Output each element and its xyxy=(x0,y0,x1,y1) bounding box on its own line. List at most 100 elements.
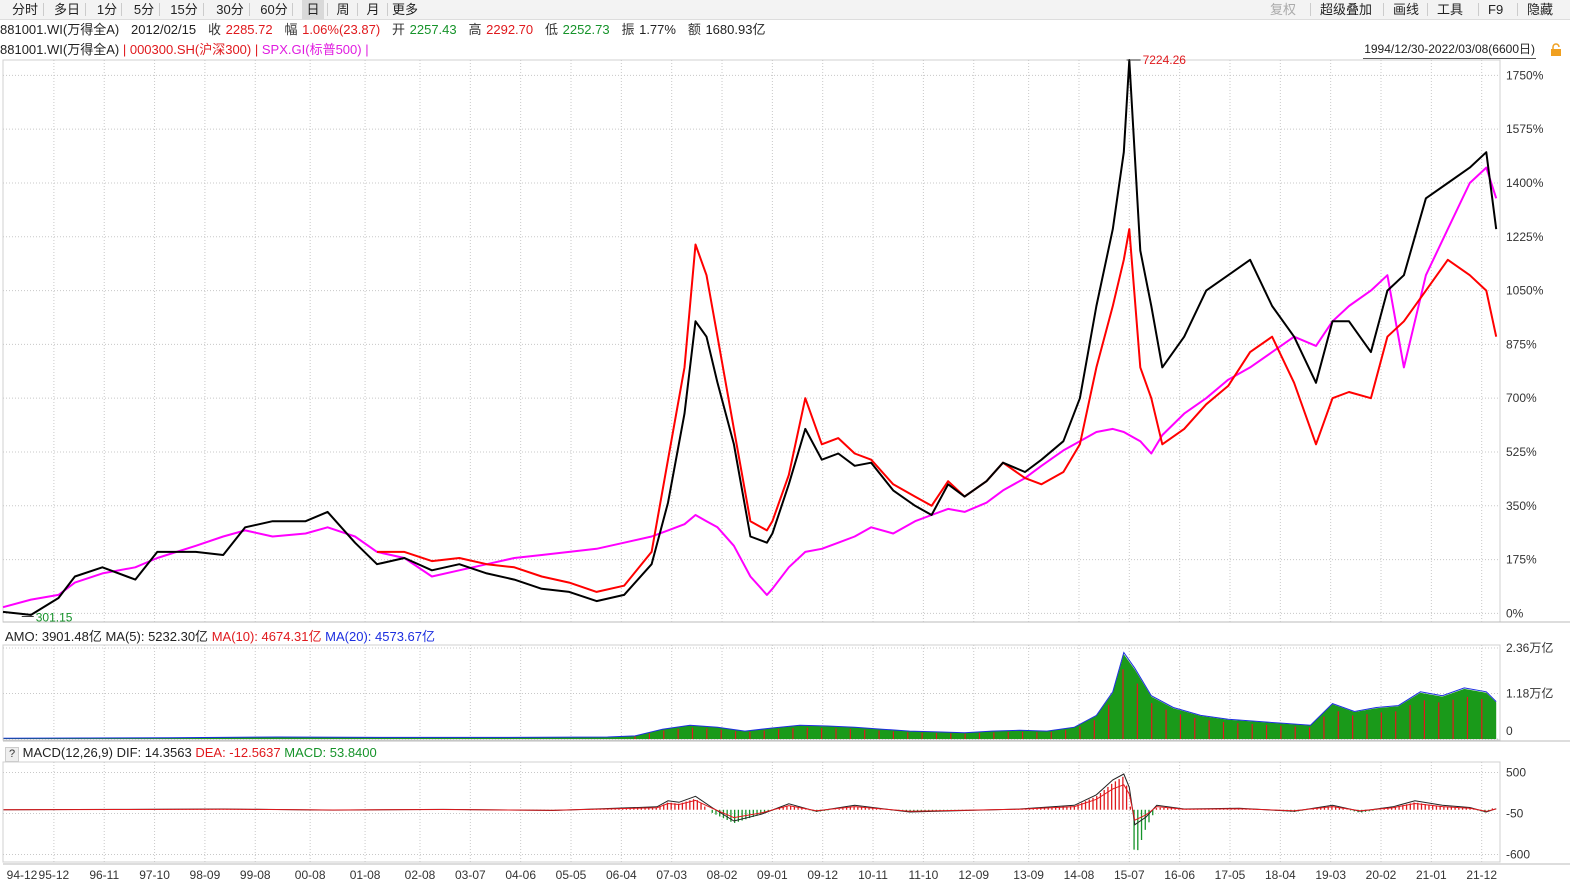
x-tick-label: 96-11 xyxy=(89,868,119,882)
x-tick-label: 21-12 xyxy=(1466,868,1497,882)
toolbar-divider xyxy=(292,3,293,16)
amo-value: AMO: 3901.48亿 xyxy=(5,629,102,644)
x-tick-label: 02-08 xyxy=(405,868,436,882)
x-tick-label: 09-01 xyxy=(757,868,788,882)
tool-button-0[interactable]: 复权 xyxy=(1270,2,1297,17)
period-tab-9[interactable]: 月 xyxy=(366,2,380,17)
macd-dif: DIF: 14.3563 xyxy=(116,745,192,760)
series-legend: 881001.WI(万得全A) | 000300.SH(沪深300) | SPX… xyxy=(0,41,1570,59)
period-tab-8[interactable]: 周 xyxy=(336,2,350,17)
toolbar-divider xyxy=(327,3,328,16)
x-tick-label: 16-06 xyxy=(1164,868,1195,882)
period-tab-5[interactable]: 30分 xyxy=(216,2,244,17)
legend-spx[interactable]: SPX.GI(标普500) xyxy=(261,42,362,57)
info-close: 2285.72 xyxy=(225,22,273,37)
quote-info-bar: 881001.WI(万得全A) 2012/02/15 收 2285.72 幅 1… xyxy=(0,20,1570,39)
x-tick-label: 11-10 xyxy=(908,868,938,882)
x-tick-label: 12-09 xyxy=(958,868,989,882)
info-date: 2012/02/15 xyxy=(131,22,197,37)
x-tick-label: 98-09 xyxy=(190,868,221,882)
x-tick-label: 94-12 xyxy=(7,868,38,882)
tool-button-3[interactable]: 工具 xyxy=(1437,2,1464,17)
period-toolbar: 分时 多日 1分 5分 15分 30分 60分日周 月更多 复权 超级叠加 画线 工具 F9 隐藏 xyxy=(0,0,1570,20)
toolbar-divider xyxy=(387,3,388,16)
toolbar-divider xyxy=(1383,3,1384,16)
x-tick-label: 08-02 xyxy=(707,868,738,882)
x-tick-label: 99-08 xyxy=(240,868,271,882)
tool-button-2[interactable]: 画线 xyxy=(1393,2,1420,17)
macd-tick-label: -600 xyxy=(1506,848,1530,862)
period-tab-7[interactable]: 日 xyxy=(302,0,324,19)
y-tick-label: 1050% xyxy=(1506,284,1544,298)
x-tick-label: 20-02 xyxy=(1366,868,1397,882)
amo-tick-label: 2.36万亿 xyxy=(1506,640,1553,655)
period-tab-4[interactable]: 15分 xyxy=(170,2,198,17)
info-name: 881001.WI(万得全A) xyxy=(0,22,120,37)
csi300-line xyxy=(377,228,1498,593)
toolbar-divider xyxy=(1478,3,1479,16)
info-low-label: 低 xyxy=(544,22,558,37)
macd-dea-line xyxy=(3,784,1497,821)
x-tick-label: 10-11 xyxy=(858,868,888,882)
amo-tick-label: 0 xyxy=(1506,724,1513,738)
amo-legend: AMO: 3901.48亿 MA(5): 5232.30亿 MA(10): 46… xyxy=(5,626,435,645)
x-tick-label: 95-12 xyxy=(39,868,70,882)
lock-icon[interactable] xyxy=(1550,43,1562,56)
period-tab-0[interactable]: 分时 xyxy=(11,2,38,17)
info-open: 2257.43 xyxy=(409,22,457,37)
period-tab-6[interactable]: 60分 xyxy=(260,2,288,17)
toolbar-divider xyxy=(1427,3,1428,16)
y-tick-label: 700% xyxy=(1506,391,1537,405)
macd-legend: ? MACD(12,26,9) DIF: 14.3563 DEA: -12.56… xyxy=(5,745,377,762)
legend-csi300[interactable]: 000300.SH(沪深300) xyxy=(129,42,252,57)
info-open-label: 开 xyxy=(392,22,406,37)
x-tick-label: 97-10 xyxy=(139,868,170,882)
macd-dea: DEA: -12.5637 xyxy=(195,745,281,760)
amo-ma5: MA(5): 5232.30亿 xyxy=(105,629,209,644)
tool-button-4[interactable]: F9 xyxy=(1488,2,1504,17)
legend-sep-3: | xyxy=(365,42,369,57)
trough-annotation: 301.15 xyxy=(36,610,73,624)
period-tab-2[interactable]: 1分 xyxy=(96,2,118,17)
macd-tick-label: -50 xyxy=(1506,807,1524,821)
tool-button-1[interactable]: 超级叠加 xyxy=(1320,2,1373,17)
macd-tick-label: 500 xyxy=(1506,765,1526,779)
legend-wind-a[interactable]: 881001.WI(万得全A) xyxy=(0,42,120,57)
x-tick-label: 04-06 xyxy=(505,868,536,882)
date-range-selector[interactable]: 1994/12/30-2022/03/08(6600日) xyxy=(1363,41,1536,59)
x-tick-label: 09-12 xyxy=(807,868,838,882)
tool-button-5[interactable]: 隐藏 xyxy=(1527,2,1554,17)
x-tick-label: 15-07 xyxy=(1114,868,1145,882)
toolbar-divider xyxy=(357,3,358,16)
y-tick-label: 1225% xyxy=(1506,230,1544,244)
amo-ma20: MA(20): 4573.67亿 xyxy=(325,629,435,644)
amo-ma10: MA(10): 4674.31亿 xyxy=(211,629,322,644)
x-tick-label: 14-08 xyxy=(1064,868,1095,882)
toolbar-divider xyxy=(1517,3,1518,16)
macd-dif-line xyxy=(3,773,1497,826)
y-tick-label: 1575% xyxy=(1506,122,1544,136)
wind-a-line xyxy=(2,59,1498,616)
legend-sep-1: | xyxy=(122,42,127,57)
macd-title: MACD(12,26,9) xyxy=(22,745,113,760)
period-tab-3[interactable]: 5分 xyxy=(133,2,155,17)
y-tick-label: 525% xyxy=(1506,445,1537,459)
info-low: 2252.73 xyxy=(562,22,610,37)
y-tick-label: 1400% xyxy=(1506,176,1544,190)
info-close-label: 收 xyxy=(207,22,221,37)
info-amp-label: 振 xyxy=(621,22,635,37)
period-tab-1[interactable]: 多日 xyxy=(53,2,80,17)
x-tick-label: 06-04 xyxy=(606,868,637,882)
amo-area xyxy=(3,654,1497,739)
x-tick-label: 07-03 xyxy=(656,868,687,882)
amo-tick-label: 1.18万亿 xyxy=(1506,686,1553,701)
period-tab-10[interactable]: 更多 xyxy=(391,2,418,17)
info-amp: 1.77% xyxy=(639,22,676,37)
toolbar-divider xyxy=(1310,3,1311,16)
macd-help-button[interactable]: ? xyxy=(5,747,19,762)
info-high-label: 高 xyxy=(468,22,482,37)
y-tick-label: 875% xyxy=(1506,337,1537,351)
x-tick-label: 01-08 xyxy=(350,868,381,882)
x-tick-label: 05-05 xyxy=(556,868,587,882)
